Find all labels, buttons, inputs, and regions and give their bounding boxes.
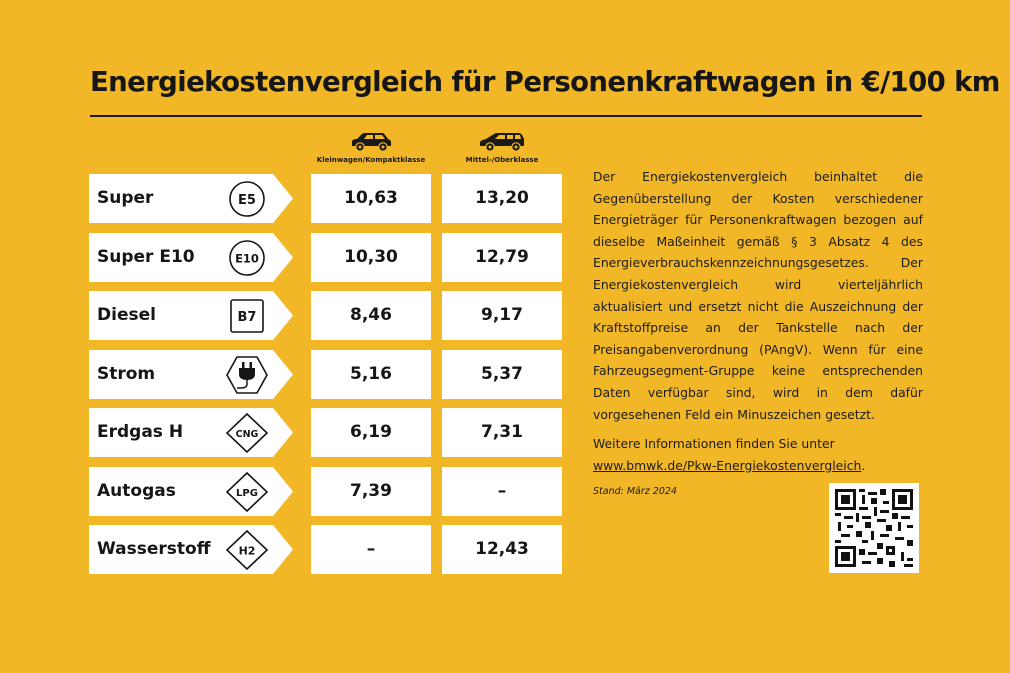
more-info: Weitere Informationen finden Sie unter w… (593, 433, 923, 476)
fuel-name: Diesel (97, 305, 156, 325)
value-mittel: – (442, 466, 562, 516)
column-header-kompakt: Kleinwagen/Kompaktklasse (311, 132, 431, 164)
fuel-name: Erdgas H (97, 422, 184, 442)
hatchback-car-icon (352, 133, 391, 152)
value-kompakt: 7,39 (311, 466, 431, 516)
lpg-badge-icon: LPG (225, 471, 269, 512)
value-mittel: 7,31 (442, 408, 562, 457)
e5-badge-icon: E5 (225, 179, 269, 219)
svg-text:E5: E5 (238, 193, 256, 208)
value-kompakt: 8,46 (311, 291, 431, 340)
column-header-mittel: Mittel-/Oberklasse (442, 132, 562, 164)
value-kompakt: 10,30 (311, 232, 431, 282)
fuel-label-box: Autogas LPG (89, 466, 293, 516)
svg-text:LPG: LPG (236, 488, 258, 499)
fuel-label-box: Wasserstoff H2 (89, 525, 293, 574)
stand-date: Stand: März 2024 (593, 486, 677, 497)
more-info-text: Weitere Informationen finden Sie unter (593, 436, 835, 451)
fuel-label-box: Erdgas H CNG (89, 408, 293, 457)
svg-text:B7: B7 (238, 310, 257, 325)
value-mittel: 5,37 (442, 349, 562, 399)
value-mittel: 12,43 (442, 525, 562, 574)
e10-badge-icon: E10 (225, 238, 269, 278)
value-mittel: 9,17 (442, 291, 562, 340)
value-kompakt: 6,19 (311, 408, 431, 457)
fuel-name: Super (97, 188, 154, 208)
value-kompakt: – (311, 525, 431, 574)
value-kompakt: 5,16 (311, 349, 431, 399)
b7-badge-icon: B7 (225, 296, 269, 336)
column-label: Mittel-/Oberklasse (465, 156, 539, 164)
description-text: Der Energiekostenvergleich beinhaltet di… (593, 169, 923, 422)
fuel-name: Autogas (97, 480, 176, 501)
station-wagon-car-icon (480, 133, 524, 152)
value-kompakt: 10,63 (311, 174, 431, 223)
column-label: Kleinwagen/Kompaktklasse (316, 156, 426, 164)
svg-text:E10: E10 (235, 251, 259, 265)
more-info-link[interactable]: www.bmwk.de/Pkw-Energiekostenvergleich (593, 457, 862, 473)
fuel-label-box: Strom (89, 349, 293, 399)
h2-badge-icon: H2 (225, 530, 269, 570)
cng-badge-icon: CNG (225, 413, 269, 453)
svg-text:CNG: CNG (236, 429, 259, 440)
value-mittel: 13,20 (442, 174, 562, 223)
fuel-label-box: Super E10 E10 (89, 232, 293, 282)
fuel-name: Wasserstoff (97, 539, 211, 559)
qr-code-icon[interactable] (829, 483, 919, 573)
fuel-label-box: Super E5 (89, 174, 293, 223)
fuel-name: Strom (97, 363, 156, 384)
link-suffix: . (861, 457, 866, 473)
electric-plug-badge-icon (225, 355, 269, 395)
fuel-label-box: Diesel B7 (89, 291, 293, 340)
fuel-name: Super E10 (97, 246, 195, 267)
value-mittel: 12,79 (442, 232, 562, 282)
page-title: Energiekostenvergleich für Personenkraft… (90, 66, 1000, 98)
svg-text:H2: H2 (239, 545, 256, 558)
title-divider (90, 115, 922, 117)
